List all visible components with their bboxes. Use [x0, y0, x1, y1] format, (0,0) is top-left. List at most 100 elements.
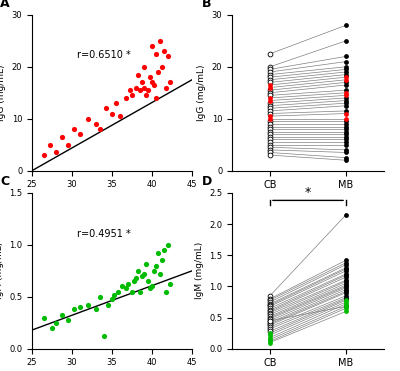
- Point: [267, 321, 273, 327]
- Y-axis label: IgG (mg/mL): IgG (mg/mL): [0, 65, 6, 121]
- Point: [267, 328, 273, 334]
- Point: [343, 272, 349, 278]
- Point: [343, 137, 349, 142]
- Point: [267, 335, 273, 341]
- Point: [343, 59, 349, 65]
- Point: [165, 242, 171, 248]
- Point: [343, 303, 349, 309]
- Point: [145, 278, 151, 284]
- Point: [343, 74, 349, 80]
- Point: [134, 72, 141, 78]
- Point: [70, 306, 77, 312]
- Point: [343, 283, 349, 289]
- Point: [343, 38, 349, 44]
- Point: [157, 38, 163, 44]
- Point: [267, 64, 273, 70]
- Point: [46, 142, 53, 148]
- Y-axis label: IgM (mg/mL): IgM (mg/mL): [0, 242, 4, 299]
- Point: [138, 79, 145, 85]
- Point: [77, 304, 83, 310]
- Point: [123, 286, 130, 292]
- Point: [143, 92, 150, 98]
- Point: [123, 95, 130, 101]
- Point: [267, 100, 273, 106]
- Point: [141, 85, 147, 91]
- Point: [267, 324, 273, 330]
- Point: [65, 317, 71, 323]
- Point: [93, 121, 99, 127]
- Point: [343, 157, 349, 163]
- Point: [343, 79, 349, 85]
- Point: [343, 72, 349, 78]
- Point: [267, 318, 273, 324]
- X-axis label: gestational age (weeks): gestational age (weeks): [58, 195, 166, 204]
- Point: [93, 306, 99, 312]
- Point: [267, 301, 273, 307]
- Point: [161, 48, 167, 54]
- Point: [133, 275, 139, 281]
- Point: [267, 105, 273, 111]
- Point: [267, 142, 273, 148]
- Point: [163, 289, 170, 295]
- Text: r=0.6510 *: r=0.6510 *: [77, 50, 130, 60]
- Point: [267, 316, 273, 322]
- Point: [343, 69, 349, 75]
- Point: [267, 90, 273, 96]
- Point: [267, 330, 273, 336]
- Point: [267, 152, 273, 158]
- Point: [267, 92, 273, 98]
- Text: r=0.4951 *: r=0.4951 *: [77, 229, 130, 239]
- Point: [147, 74, 154, 80]
- Point: [343, 118, 349, 124]
- Point: [145, 87, 151, 93]
- Point: [267, 113, 273, 119]
- Point: [343, 293, 349, 299]
- Point: [343, 288, 349, 294]
- Point: [343, 301, 349, 307]
- Point: [267, 126, 273, 132]
- Point: [149, 79, 155, 85]
- Point: [343, 308, 349, 314]
- Point: [343, 64, 349, 70]
- Text: *: *: [305, 186, 311, 199]
- Point: [109, 296, 115, 302]
- Point: [149, 43, 155, 49]
- Point: [102, 105, 109, 111]
- Point: [150, 268, 157, 274]
- Point: [49, 325, 55, 331]
- Point: [153, 95, 159, 101]
- Point: [343, 131, 349, 137]
- Point: [157, 271, 163, 277]
- Point: [97, 126, 103, 132]
- Point: [343, 260, 349, 266]
- Point: [343, 129, 349, 135]
- Point: [343, 77, 349, 83]
- Point: [137, 289, 143, 295]
- Point: [267, 118, 273, 124]
- Point: [267, 98, 273, 104]
- Point: [153, 51, 159, 57]
- Point: [343, 303, 349, 309]
- Point: [267, 87, 273, 93]
- Point: [343, 124, 349, 129]
- Point: [343, 100, 349, 106]
- Point: [267, 336, 273, 342]
- Point: [343, 108, 349, 114]
- Point: [343, 142, 349, 148]
- Point: [343, 274, 349, 280]
- Point: [149, 283, 155, 289]
- Point: [166, 281, 173, 287]
- Point: [343, 103, 349, 109]
- Point: [267, 144, 273, 150]
- Point: [343, 279, 349, 285]
- Point: [267, 77, 273, 83]
- Point: [97, 294, 103, 300]
- Point: [267, 69, 273, 75]
- Point: [133, 85, 139, 91]
- Point: [53, 320, 59, 326]
- Point: [105, 302, 111, 308]
- Point: [155, 69, 162, 75]
- Point: [111, 292, 118, 298]
- Point: [70, 126, 77, 132]
- Point: [59, 312, 66, 318]
